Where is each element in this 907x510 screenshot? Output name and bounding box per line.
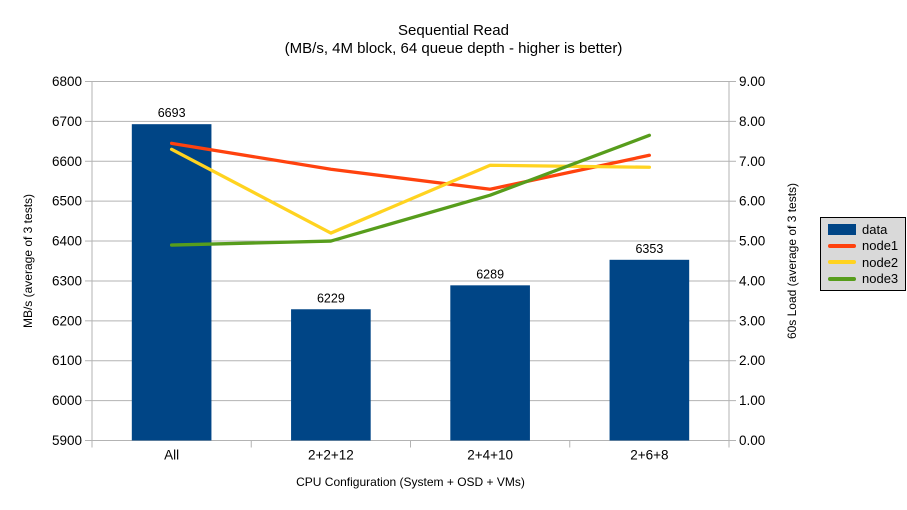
left-axis-tick-label: 6800	[52, 74, 82, 89]
bar-All	[131, 124, 212, 441]
x-axis-category-label: 2+4+10	[467, 448, 513, 463]
chart-title: Sequential Read	[398, 22, 509, 39]
right-axis-tick-label: 5.00	[739, 234, 765, 249]
right-axis-tick-label: 8.00	[739, 114, 765, 129]
legend-label: data	[862, 221, 888, 237]
left-axis-tick-label: 6200	[52, 313, 82, 328]
bar-value-label: 6353	[635, 242, 663, 256]
left-axis-tick-label: 6700	[52, 114, 82, 129]
legend-line-swatch	[828, 243, 856, 248]
right-axis-tick-label: 0.00	[739, 433, 765, 448]
chart-subtitle: (MB/s, 4M block, 64 queue depth - higher…	[284, 40, 623, 57]
right-axis-tick-label: 1.00	[739, 393, 765, 408]
legend-line-swatch	[828, 260, 856, 265]
legend-item-data: data	[828, 221, 905, 238]
right-axis-tick-label: 2.00	[739, 353, 765, 368]
left-axis-tick-label: 6300	[52, 273, 82, 288]
left-axis-tick-label: 6600	[52, 154, 82, 169]
bar-value-label: 6289	[476, 267, 504, 281]
right-axis-tick-label: 6.00	[739, 194, 765, 209]
right-axis-tick-label: 4.00	[739, 273, 765, 288]
legend-item-node3: node3	[828, 271, 905, 288]
left-axis-tick-label: 6400	[52, 234, 82, 249]
legend-item-node1: node1	[828, 238, 905, 255]
legend-rect-swatch	[828, 223, 856, 235]
x-axis-category-label: 2+2+12	[308, 448, 354, 463]
x-axis-title: CPU Configuration (System + OSD + VMs)	[296, 475, 525, 489]
left-axis-tick-label: 6500	[52, 194, 82, 209]
legend-label: node1	[862, 238, 899, 254]
bar-2+2+12	[291, 309, 371, 441]
right-axis-tick-label: 7.00	[739, 154, 765, 169]
left-axis-tick-label: 6000	[52, 393, 82, 408]
legend-label: node2	[862, 254, 899, 270]
x-axis-category-label: 2+6+8	[630, 448, 668, 463]
right-axis-tick-label: 9.00	[739, 74, 765, 89]
bar-2+6+8	[609, 259, 690, 441]
line-node1	[169, 141, 652, 191]
legend-line-swatch	[828, 276, 856, 281]
line-node3	[169, 133, 652, 247]
bar-value-label: 6229	[317, 291, 345, 305]
legend-item-node2: node2	[828, 254, 905, 271]
legend: data node1 node2 node3	[820, 217, 906, 291]
left-axis-title: MB/s (average of 3 tests)	[21, 194, 35, 328]
right-axis-title: 60s Load (average of 3 tests)	[785, 183, 799, 339]
x-axis-category-label: All	[164, 448, 179, 463]
left-axis-tick-label: 6100	[52, 353, 82, 368]
left-axis-tick-label: 5900	[52, 433, 82, 448]
bar-2+4+10	[450, 285, 530, 441]
bar-value-label: 6693	[158, 106, 186, 120]
right-axis-tick-label: 3.00	[739, 313, 765, 328]
legend-label: node3	[862, 271, 899, 287]
